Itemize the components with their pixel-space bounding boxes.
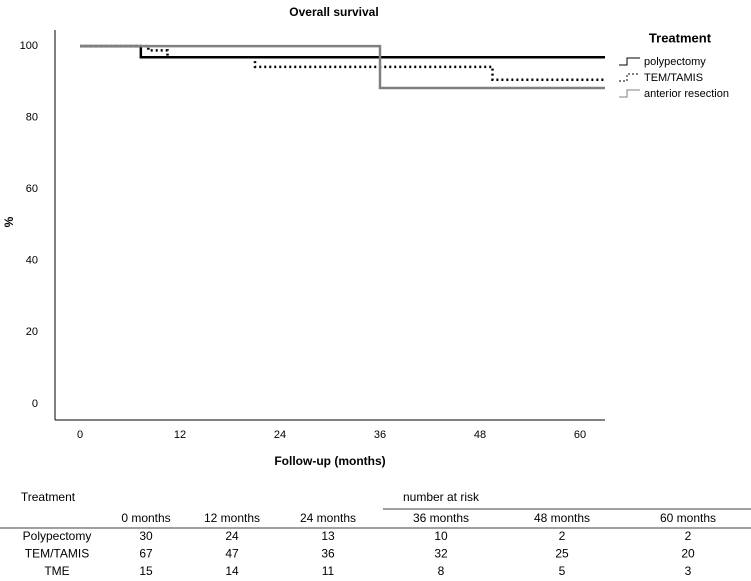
y-tick-label: 100	[20, 40, 38, 52]
x-axis-label: Follow-up (months)	[274, 454, 385, 468]
y-tick-label: 0	[32, 398, 38, 410]
chart-title: Overall survival	[289, 5, 378, 19]
table-cell: 5	[559, 564, 566, 578]
table-group-header: number at risk	[403, 490, 480, 504]
survival-curve	[80, 44, 605, 81]
y-tick-label: 80	[26, 112, 38, 124]
legend-label: polypectomy	[644, 56, 706, 68]
table-cell: 30	[139, 529, 153, 543]
table-cell: 10	[434, 529, 448, 543]
table-column-header: 36 months	[413, 511, 469, 525]
table-cell: 47	[225, 547, 239, 561]
table-column-header: 48 months	[534, 511, 590, 525]
table-cell: 2	[559, 529, 566, 543]
legend-symbol	[619, 89, 640, 98]
table-cell: 24	[225, 529, 239, 543]
table-row-label: Polypectomy	[23, 529, 92, 543]
table-cell: 8	[438, 564, 445, 578]
x-tick-label: 24	[274, 429, 286, 441]
y-tick-label: 60	[26, 183, 38, 195]
legend-title: Treatment	[649, 30, 712, 45]
table-cell: 13	[321, 529, 335, 543]
table-cell: 67	[139, 547, 153, 561]
table-cell: 25	[555, 547, 569, 561]
table-column-header: 0 months	[121, 511, 170, 525]
table-cell: 32	[434, 547, 448, 561]
table-cell: 15	[139, 564, 153, 578]
legend-label: TEM/TAMIS	[644, 72, 703, 84]
table-cell: 11	[322, 564, 335, 578]
table-cell: 3	[685, 564, 692, 578]
table-column-header: 24 months	[300, 511, 356, 525]
x-tick-label: 60	[574, 429, 586, 441]
table-cell: 14	[225, 564, 239, 578]
y-tick-label: 20	[26, 326, 38, 338]
x-tick-label: 48	[474, 429, 486, 441]
survival-curve	[80, 44, 605, 90]
table-row-label: TEM/TAMIS	[25, 547, 89, 561]
y-axis-label: %	[2, 216, 16, 227]
y-tick-label: 40	[26, 255, 38, 267]
survival-curve	[80, 44, 605, 59]
table-row-label: TME	[44, 564, 69, 578]
table-cell: 20	[681, 547, 695, 561]
legend-symbol	[619, 57, 640, 66]
legend-symbol	[619, 73, 640, 82]
table-column-header: 60 months	[660, 511, 716, 525]
x-tick-label: 12	[174, 429, 186, 441]
x-tick-label: 36	[374, 429, 386, 441]
legend-label: anterior resection	[644, 88, 729, 100]
table-column-header: 12 months	[204, 511, 260, 525]
table-cell: 2	[685, 529, 692, 543]
x-tick-label: 0	[77, 429, 83, 441]
table-header: Treatment	[21, 490, 76, 504]
table-cell: 36	[321, 547, 335, 561]
